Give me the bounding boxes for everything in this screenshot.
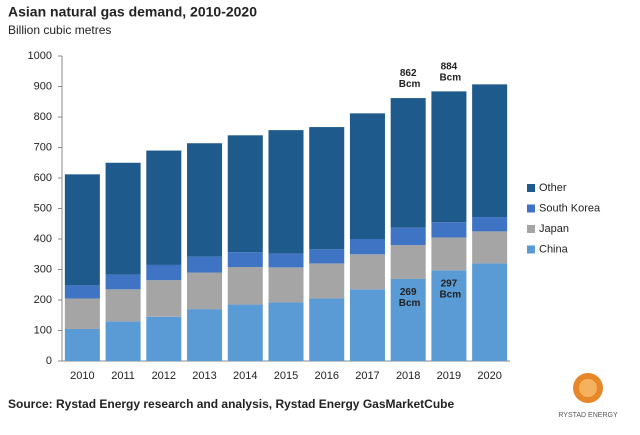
y-tick-label: 200 bbox=[34, 294, 52, 306]
bar-segment bbox=[268, 130, 304, 254]
y-tick-label: 400 bbox=[34, 233, 52, 245]
legend-swatch bbox=[527, 225, 535, 233]
y-tick-label: 100 bbox=[34, 324, 52, 336]
bar-segment bbox=[472, 84, 508, 218]
value-label: 297 Bcm bbox=[437, 278, 462, 300]
x-tick-label: 2013 bbox=[192, 370, 216, 382]
bar-segment bbox=[146, 316, 182, 361]
chart-title: Asian natural gas demand, 2010-2020 bbox=[8, 4, 257, 20]
total-label: 862 Bcm bbox=[396, 68, 421, 90]
logo-text: RYSTAD ENERGY bbox=[558, 412, 618, 419]
x-tick-label: 2015 bbox=[274, 370, 298, 382]
source-note: Source: Rystad Energy research and analy… bbox=[8, 397, 455, 411]
bar-segment bbox=[64, 298, 100, 329]
bar-segment bbox=[105, 274, 141, 290]
bar-segment bbox=[431, 222, 467, 238]
bar-segment bbox=[146, 264, 182, 281]
bar-segment bbox=[431, 237, 467, 271]
legend-label: China bbox=[539, 243, 569, 255]
bar-segment bbox=[105, 321, 141, 361]
bar-segment bbox=[309, 263, 345, 299]
legend-swatch bbox=[527, 245, 535, 254]
bar-segment bbox=[390, 227, 426, 246]
bar-segment bbox=[349, 113, 385, 239]
bar-segment bbox=[187, 272, 223, 310]
bar-segment bbox=[431, 91, 467, 223]
bar-segment bbox=[64, 285, 100, 299]
x-tick-label: 2014 bbox=[233, 370, 257, 382]
y-tick-label: 800 bbox=[34, 111, 52, 123]
bar-segment bbox=[105, 289, 141, 322]
bar-segment bbox=[227, 267, 263, 305]
x-tick-label: 2018 bbox=[396, 370, 420, 382]
legend-swatch bbox=[527, 204, 535, 213]
bar-segment bbox=[390, 245, 426, 279]
bar-segment bbox=[268, 253, 304, 268]
chart-subtitle: Billion cubic metres bbox=[8, 23, 111, 37]
y-tick-label: 300 bbox=[34, 263, 52, 275]
x-tick-label: 2019 bbox=[437, 370, 461, 382]
bar-segment bbox=[472, 263, 508, 361]
y-tick-label: 900 bbox=[34, 80, 52, 92]
y-tick-label: 1000 bbox=[28, 50, 52, 62]
bar-segment bbox=[227, 252, 263, 268]
legend-label: Other bbox=[539, 182, 567, 194]
bar-segment bbox=[268, 267, 304, 303]
bar-segment bbox=[268, 302, 304, 361]
bar-segment bbox=[64, 328, 100, 361]
logo: RYSTAD ENERGY bbox=[558, 373, 618, 419]
bar-segment bbox=[187, 256, 223, 273]
bar-segment bbox=[349, 239, 385, 255]
bar-segment bbox=[349, 289, 385, 361]
bar-segment bbox=[472, 217, 508, 232]
x-tick-label: 2016 bbox=[314, 370, 338, 382]
bar-segment bbox=[227, 304, 263, 361]
bar-segment bbox=[64, 174, 100, 286]
legend-label: South Korea bbox=[539, 202, 601, 214]
bar-segment bbox=[187, 143, 223, 257]
bar-segment bbox=[187, 309, 223, 361]
y-tick-label: 0 bbox=[46, 355, 52, 367]
x-tick-label: 2017 bbox=[355, 370, 379, 382]
legend-label: Japan bbox=[539, 223, 569, 235]
x-tick-label: 2020 bbox=[477, 370, 501, 382]
bar-segment bbox=[349, 254, 385, 290]
bar-segment bbox=[431, 270, 467, 361]
bar-segment bbox=[146, 150, 182, 265]
y-tick-label: 500 bbox=[34, 202, 52, 214]
y-tick-label: 600 bbox=[34, 172, 52, 184]
bar-segment bbox=[309, 249, 345, 264]
x-tick-label: 2010 bbox=[70, 370, 94, 382]
value-label: 269 Bcm bbox=[396, 287, 421, 309]
bar-segment bbox=[105, 162, 141, 275]
bar-segment bbox=[227, 135, 263, 253]
bar-segment bbox=[146, 280, 182, 317]
x-tick-label: 2011 bbox=[111, 370, 135, 382]
y-tick-label: 700 bbox=[34, 141, 52, 153]
total-label: 884 Bcm bbox=[437, 61, 462, 83]
logo-icon-inner bbox=[579, 379, 597, 397]
bar-segment bbox=[390, 278, 426, 361]
bar-segment bbox=[309, 298, 345, 361]
bar-segment bbox=[472, 231, 508, 264]
bar-segment bbox=[309, 127, 345, 250]
x-tick-label: 2012 bbox=[152, 370, 176, 382]
bar-segment bbox=[390, 98, 426, 228]
legend-swatch bbox=[527, 184, 535, 192]
